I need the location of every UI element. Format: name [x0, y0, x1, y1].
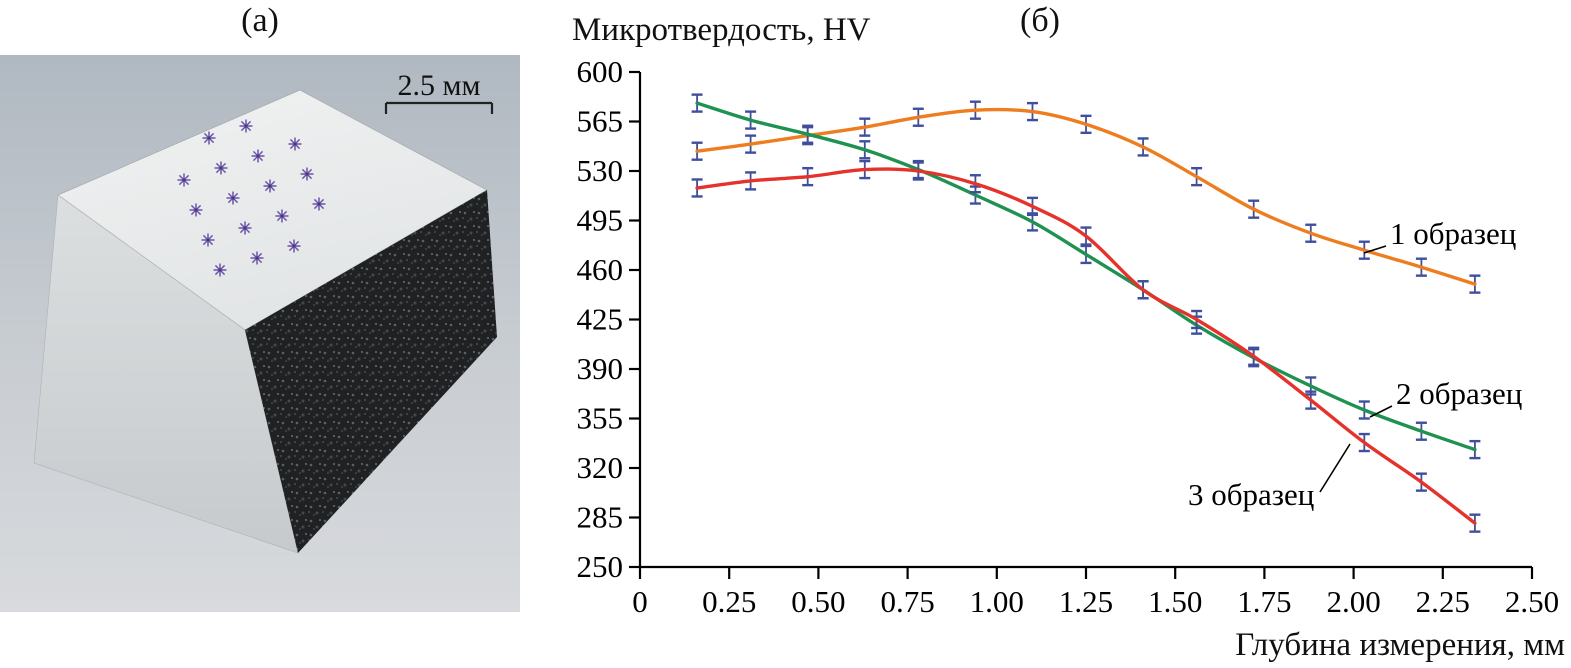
- indent-mark: [312, 197, 326, 211]
- error-bars-series-3: [691, 159, 1481, 533]
- indent-mark-center: [293, 142, 297, 146]
- x-tick-label: 1.00: [970, 584, 1024, 619]
- series-curve-3: [695, 167, 1477, 525]
- indent-mark: [287, 239, 301, 253]
- series-label-connector: [1363, 245, 1387, 254]
- panel-b-label: (б): [1020, 2, 1060, 39]
- indent-mark-center: [268, 184, 272, 188]
- x-tick-label: 0.50: [791, 584, 845, 619]
- sample-3d-image: 2.5 мм: [0, 55, 520, 612]
- y-axis-title: Микротвердость, HV: [572, 12, 871, 48]
- y-tick-label: 460: [577, 252, 624, 287]
- indent-mark: [213, 263, 227, 277]
- series-label: 3 образец: [1188, 477, 1314, 512]
- x-tick-label: 0.25: [702, 584, 756, 619]
- y-tick-label: 285: [577, 500, 624, 535]
- y-tick-label: 320: [577, 450, 624, 485]
- panel-a-label: (а): [241, 2, 279, 39]
- indent-mark: [239, 119, 253, 133]
- indent-mark-center: [207, 136, 211, 140]
- indent-mark: [288, 137, 302, 151]
- indent-mark-center: [206, 238, 210, 242]
- indent-mark-center: [256, 154, 260, 158]
- x-tick-label: 0: [632, 584, 648, 619]
- indent-mark: [238, 221, 252, 235]
- x-axis-title: Глубина измерения, мм: [1235, 627, 1565, 663]
- indent-mark: [226, 191, 240, 205]
- sample-side-face-textured: [245, 190, 497, 553]
- x-tick-label: 2.25: [1416, 584, 1470, 619]
- indent-mark: [300, 167, 314, 181]
- series-label: 1 образец: [1390, 216, 1516, 251]
- indent-mark: [250, 251, 264, 265]
- x-tick-label: 2.00: [1326, 584, 1380, 619]
- y-tick-label: 250: [577, 549, 624, 584]
- indent-mark: [214, 161, 228, 175]
- indent-mark-center: [255, 256, 259, 260]
- x-tick-label: 1.75: [1237, 584, 1291, 619]
- indent-mark-center: [219, 166, 223, 170]
- y-tick-label: 495: [577, 203, 624, 238]
- indent-mark-center: [305, 172, 309, 176]
- series-curve-1: [695, 107, 1477, 286]
- indent-mark-center: [292, 244, 296, 248]
- indent-mark-center: [182, 178, 186, 182]
- x-tick-label: 0.75: [880, 584, 934, 619]
- series-curve-2: [695, 101, 1477, 452]
- hardness-chart: 250 285 320 355 390 425 460 495 530 565 600 0 0.25 0.…: [577, 54, 1560, 619]
- indent-mark: [263, 179, 277, 193]
- y-tick-label: 390: [577, 351, 624, 386]
- series-label-connector: [1369, 405, 1393, 418]
- indentation-marks: [177, 119, 326, 277]
- scale-bar-label: 2.5 мм: [398, 69, 481, 102]
- indent-mark-center: [280, 214, 284, 218]
- indent-mark: [201, 233, 215, 247]
- indent-mark: [189, 203, 203, 217]
- y-tick-label: 600: [577, 54, 624, 89]
- indent-mark: [202, 131, 216, 145]
- x-tick-label: 1.25: [1059, 584, 1113, 619]
- y-tick-label: 425: [577, 302, 624, 337]
- series-label: 2 образец: [1396, 376, 1522, 411]
- scale-bar: 2.5 мм: [384, 69, 494, 114]
- indent-mark-center: [244, 124, 248, 128]
- indent-mark-center: [231, 196, 235, 200]
- series-label-connector: [1319, 443, 1351, 493]
- indent-mark-center: [194, 208, 198, 212]
- y-tick-label: 355: [577, 401, 624, 436]
- y-tick-label: 565: [577, 104, 624, 139]
- indent-mark: [275, 209, 289, 223]
- y-tick-label: 530: [577, 153, 624, 188]
- indent-mark-center: [317, 202, 321, 206]
- indent-mark-center: [243, 226, 247, 230]
- error-bars-series-2: [691, 93, 1481, 460]
- x-tick-label: 1.50: [1148, 584, 1202, 619]
- indent-mark: [251, 149, 265, 163]
- indent-mark-center: [218, 268, 222, 272]
- indent-mark: [177, 173, 191, 187]
- x-tick-label: 2.50: [1505, 584, 1559, 619]
- scale-bar-line: [384, 101, 494, 114]
